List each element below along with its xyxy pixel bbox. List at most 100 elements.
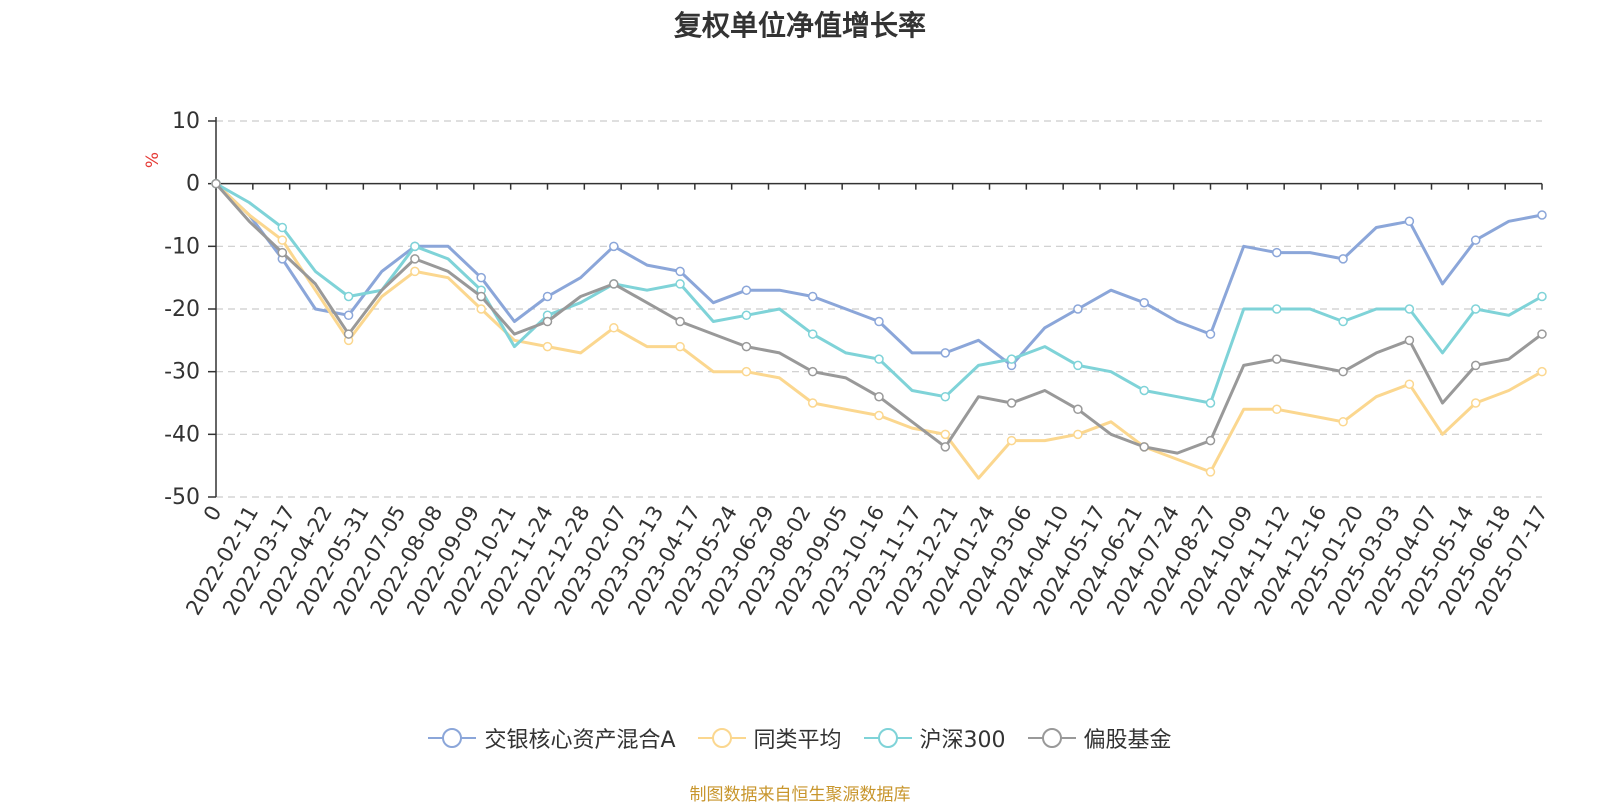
series-point [1338, 417, 1348, 427]
series-point [675, 316, 685, 327]
series-point [277, 222, 288, 233]
series-point [1073, 429, 1083, 440]
legend-item-equity-fund[interactable]: 偏股基金 [1027, 722, 1172, 754]
series-point [542, 341, 553, 352]
series-point [476, 291, 486, 302]
y-tick-label: -30 [164, 360, 200, 385]
series-point [741, 285, 752, 295]
y-axis-label: % [143, 152, 163, 168]
series-point [940, 391, 951, 402]
chart-title: 复权单位净值增长率 [673, 9, 926, 42]
series-point [277, 235, 288, 245]
series-point [874, 354, 884, 364]
series-point [1404, 335, 1415, 346]
legend-label: 同类平均 [753, 728, 842, 753]
series-point [874, 410, 884, 421]
series-point [1139, 385, 1149, 396]
series-point [542, 316, 553, 327]
series-point [940, 348, 951, 358]
series-point [211, 178, 221, 189]
series-point [1205, 435, 1216, 446]
series-point [609, 241, 619, 252]
legend-label: 交银核心资产混合A [484, 728, 676, 753]
legend-line-circle-icon [863, 728, 912, 748]
y-tick-label: -10 [164, 234, 200, 259]
series-point [609, 323, 619, 333]
series-point [675, 341, 685, 352]
axis-layer [208, 117, 1543, 498]
series-point [675, 266, 685, 277]
series-point [874, 391, 884, 402]
series-point [343, 310, 354, 321]
series-point [1537, 366, 1547, 377]
legend-item-jiaoyin[interactable]: 交银核心资产混合A [428, 722, 676, 754]
series-point [277, 247, 288, 258]
y-tick-label: -40 [164, 422, 200, 447]
series-point [1338, 316, 1348, 327]
series-point [874, 316, 884, 327]
grid-layer [216, 120, 1542, 498]
series-point [542, 291, 553, 302]
data-source-note: 制图数据来自恒生聚源数据库 [689, 785, 911, 805]
x-tick-label: 0 [199, 502, 226, 526]
series-point [1272, 404, 1282, 415]
series-point [741, 366, 752, 377]
series-point [1470, 398, 1481, 408]
legend-item-peer-average[interactable]: 同类平均 [697, 722, 842, 754]
series-point [476, 304, 486, 314]
series-point [1139, 297, 1149, 308]
series-point [609, 279, 619, 289]
series-point [940, 429, 951, 440]
legend-label: 沪深300 [919, 728, 1006, 753]
series-point [476, 272, 486, 283]
y-tick-label: -50 [164, 485, 200, 510]
series-point [1205, 329, 1216, 339]
series-point [807, 366, 818, 377]
series-point [410, 266, 420, 277]
series-point [410, 254, 420, 264]
series-point [1404, 304, 1415, 314]
series-layer [211, 178, 1547, 480]
series-point [343, 329, 354, 339]
legend-line-circle-icon [1027, 728, 1076, 748]
series-point [1139, 442, 1149, 452]
series-point [1272, 354, 1282, 364]
series-point [1537, 210, 1547, 220]
series-point [1006, 398, 1017, 408]
series-point [807, 398, 818, 408]
series-point [741, 310, 752, 321]
series-point [1006, 435, 1017, 446]
series-point [410, 241, 420, 252]
label-layer: 100-10-20-30-40-50%02022-02-112022-03-17… [143, 109, 1552, 619]
series-point [1073, 304, 1083, 314]
legend-item-csi300[interactable]: 沪深300 [863, 722, 1006, 754]
legend-line-circle-icon [697, 728, 746, 748]
y-tick-label: 0 [186, 172, 200, 197]
series-point [1404, 379, 1415, 389]
series-point [1537, 291, 1547, 302]
series-point [1537, 329, 1547, 339]
y-tick-label: -20 [164, 297, 200, 322]
y-tick-label: 10 [172, 109, 200, 134]
series-point [807, 329, 818, 339]
series-point [1470, 360, 1481, 371]
series-point [1470, 235, 1481, 245]
series-point [1006, 354, 1017, 364]
series-point [343, 291, 354, 302]
series-point [1470, 304, 1481, 314]
series-point [1338, 254, 1348, 264]
series-point [1272, 247, 1282, 258]
series-point [1073, 360, 1083, 371]
legend-label: 偏股基金 [1083, 728, 1172, 753]
legend: 交银核心资产混合A 同类平均 沪深300 偏股基金 [0, 722, 1600, 754]
series-point [675, 279, 685, 289]
legend-line-circle-icon [428, 728, 477, 748]
series-point [807, 291, 818, 302]
series-point [1272, 304, 1282, 314]
series-point [741, 341, 752, 352]
series-point [1338, 366, 1348, 377]
series-point [1205, 398, 1216, 408]
series-point [1404, 216, 1415, 227]
series-point [1205, 467, 1216, 477]
